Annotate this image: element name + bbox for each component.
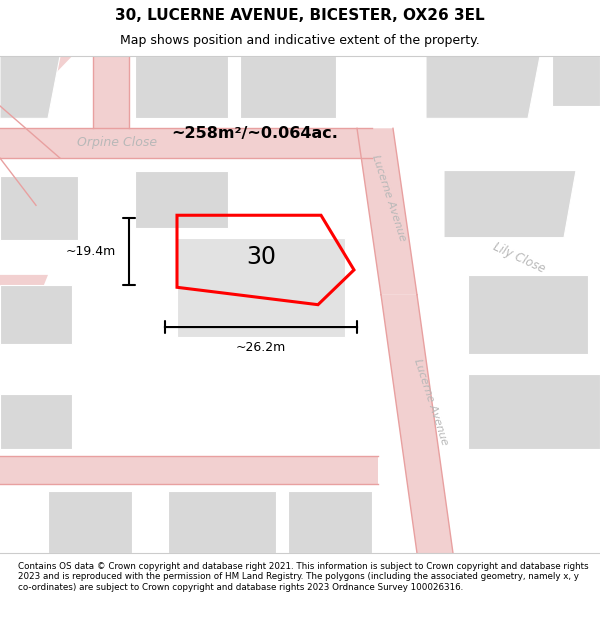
Text: Lucerne Avenue: Lucerne Avenue [412, 357, 449, 446]
Polygon shape [240, 56, 336, 118]
Text: ~19.4m: ~19.4m [65, 245, 116, 258]
Text: ~26.2m: ~26.2m [236, 341, 286, 354]
Polygon shape [0, 285, 72, 344]
Polygon shape [288, 491, 372, 553]
Text: ~258m²/~0.064ac.: ~258m²/~0.064ac. [171, 126, 338, 141]
Polygon shape [444, 171, 576, 238]
Text: 30: 30 [246, 246, 276, 269]
Polygon shape [0, 456, 378, 484]
Polygon shape [357, 128, 417, 295]
Polygon shape [48, 491, 132, 553]
Polygon shape [0, 394, 72, 449]
Polygon shape [0, 128, 372, 158]
Polygon shape [0, 56, 60, 118]
Text: Lily Close: Lily Close [491, 240, 547, 275]
Polygon shape [177, 238, 345, 337]
Polygon shape [468, 275, 588, 354]
Text: Orpine Close: Orpine Close [77, 136, 157, 149]
Polygon shape [168, 491, 276, 553]
Polygon shape [0, 275, 48, 304]
Polygon shape [0, 176, 78, 240]
Polygon shape [135, 171, 228, 227]
Polygon shape [381, 295, 453, 553]
Text: Lucerne Avenue: Lucerne Avenue [370, 153, 407, 242]
Polygon shape [468, 374, 600, 449]
Polygon shape [552, 56, 600, 106]
Text: 30, LUCERNE AVENUE, BICESTER, OX26 3EL: 30, LUCERNE AVENUE, BICESTER, OX26 3EL [115, 8, 485, 23]
Text: Map shows position and indicative extent of the property.: Map shows position and indicative extent… [120, 34, 480, 47]
Polygon shape [93, 56, 129, 128]
Polygon shape [0, 56, 36, 116]
Polygon shape [135, 56, 228, 118]
Polygon shape [426, 56, 540, 118]
Polygon shape [0, 56, 72, 116]
Text: Contains OS data © Crown copyright and database right 2021. This information is : Contains OS data © Crown copyright and d… [18, 562, 589, 591]
